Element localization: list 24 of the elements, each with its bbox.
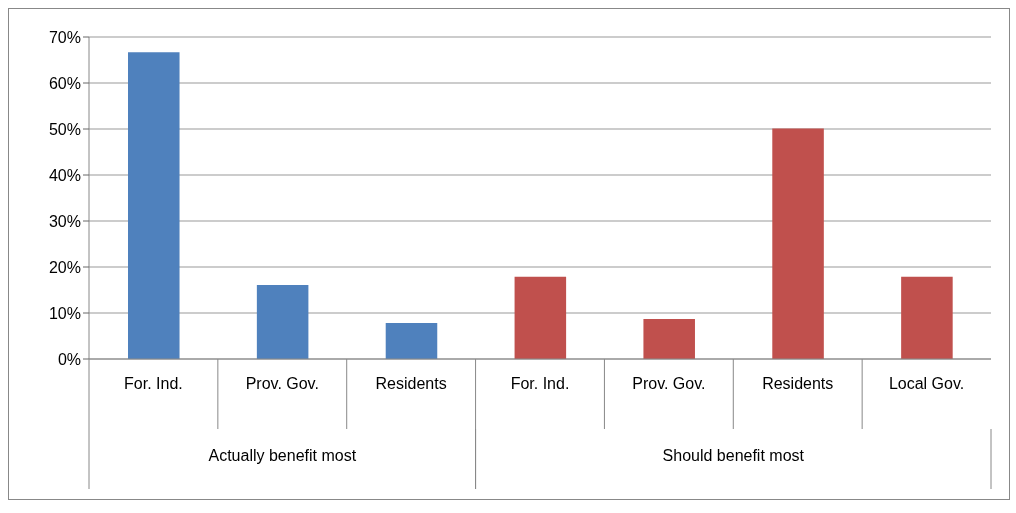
- x-tick-label: Residents: [375, 375, 447, 392]
- bar: [128, 52, 180, 359]
- y-tick-label: 0%: [57, 350, 81, 368]
- y-tick-label: 30%: [48, 212, 81, 230]
- y-tick-label: 70%: [48, 28, 81, 46]
- y-tick-label: 60%: [48, 74, 81, 92]
- bar: [385, 323, 438, 359]
- y-tick-label: 40%: [48, 166, 81, 184]
- y-tick-label: 20%: [48, 258, 81, 276]
- bar: [643, 318, 695, 359]
- text: Actually benefit most: [208, 447, 357, 464]
- bar: [256, 284, 309, 359]
- bar: [901, 276, 953, 359]
- x-tick-label: For. Ind.: [510, 375, 570, 392]
- x-tick-label: Prov. Gov.: [632, 375, 706, 392]
- y-tick-label: 10%: [48, 304, 81, 322]
- text: Should benefit most: [662, 447, 805, 464]
- y-tick-label: 50%: [48, 120, 81, 138]
- x-tick-label: Residents: [762, 375, 834, 392]
- x-tick-label: For. Ind.: [124, 375, 183, 392]
- bar: [514, 276, 567, 359]
- bar: [772, 128, 824, 359]
- x-tick-label: Local Gov.: [888, 375, 965, 392]
- x-tick-label: Prov. Gov.: [245, 375, 319, 392]
